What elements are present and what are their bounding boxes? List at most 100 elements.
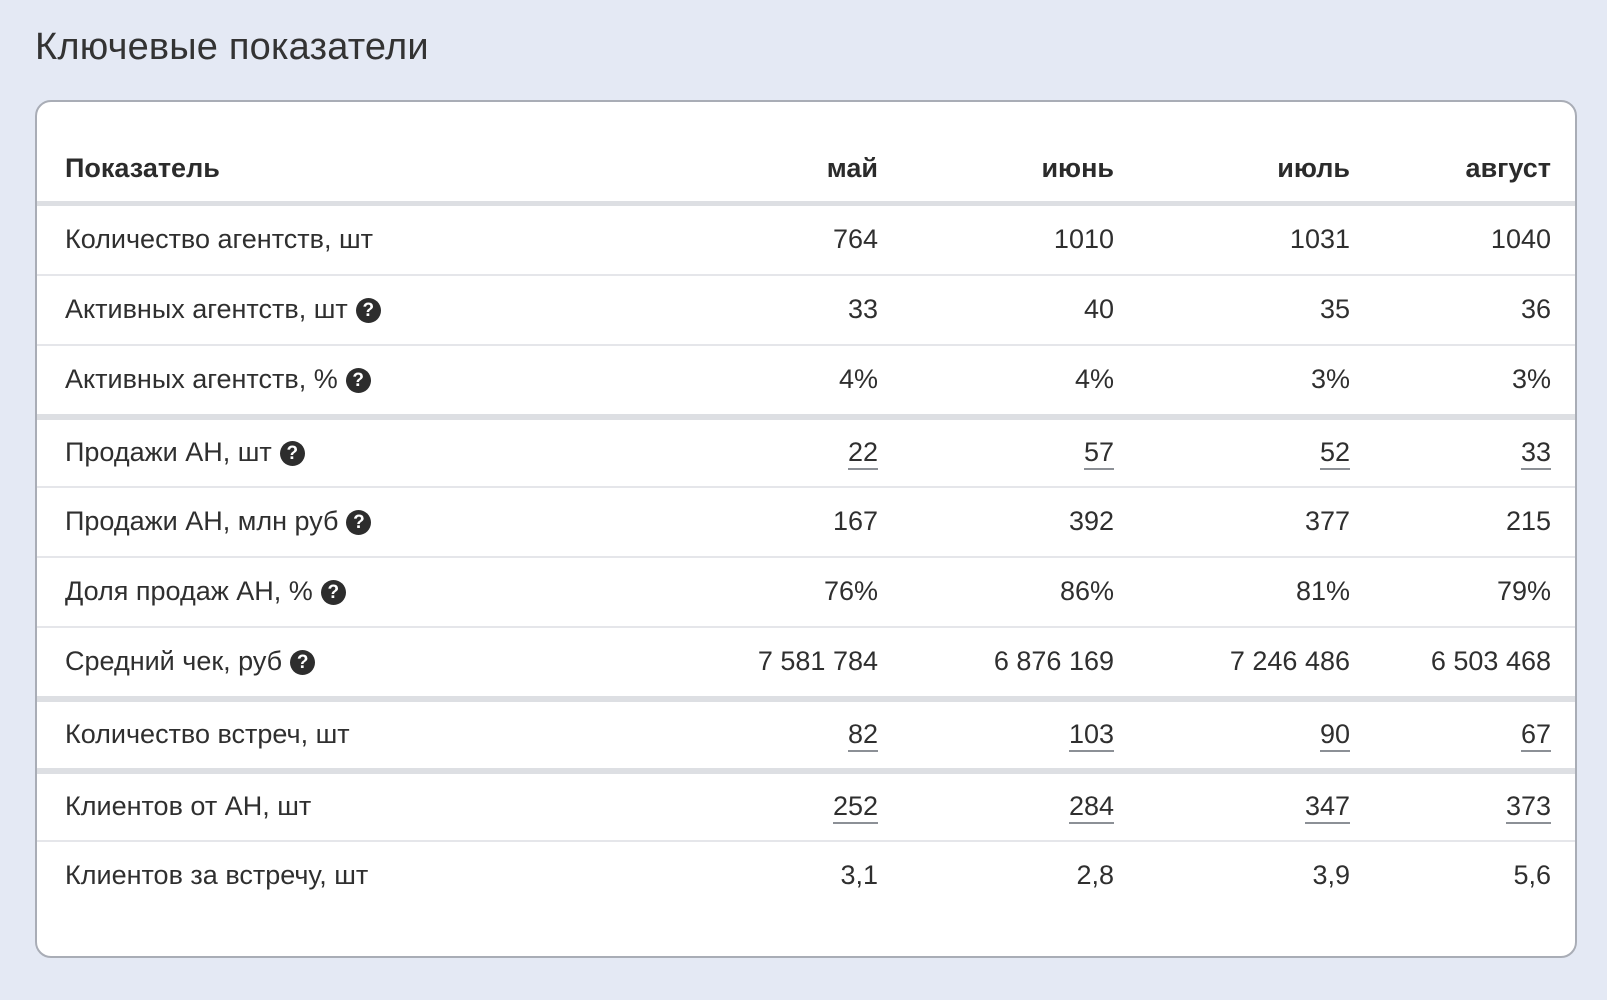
metric-name-cell: Продажи АН, млн руб? [37,485,642,557]
value-text: 79% [1496,576,1551,606]
header-may: май [642,102,878,206]
value-link[interactable]: 82 [847,719,878,752]
value-cell-august: 373 [1350,767,1575,841]
question-circle-icon[interactable]: ? [279,441,305,466]
header-june: июнь [878,102,1114,206]
table-row: Продажи АН, млн руб? 167 392 377 215 [37,485,1575,557]
metric-name-cell: Продажи АН, шт? [37,413,642,487]
value-cell-may: 764 [642,203,878,275]
question-circle-icon[interactable]: ? [345,368,371,393]
value-cell-august: 3% [1350,343,1575,417]
value-link[interactable]: 52 [1319,437,1350,470]
value-cell-august: 5,6 [1350,839,1575,910]
header-july: июль [1114,102,1350,206]
value-cell-july: 52 [1114,413,1350,487]
value-cell-may: 7 581 784 [642,625,878,699]
value-cell-june: 40 [878,273,1114,345]
value-link[interactable]: 90 [1319,719,1350,752]
value-cell-june: 57 [878,413,1114,487]
value-text: 35 [1319,294,1350,324]
metric-name-cell: Средний чек, руб? [37,625,642,699]
value-text: 167 [832,506,878,536]
question-circle-icon[interactable]: ? [355,298,381,323]
value-link[interactable]: 67 [1520,719,1551,752]
value-text: 2,8 [1076,860,1114,890]
table-row: Средний чек, руб? 7 581 784 6 876 169 7 246… [37,625,1575,699]
value-cell-june: 392 [878,485,1114,557]
value-link[interactable]: 103 [1068,719,1114,752]
value-text: 40 [1083,294,1114,324]
value-cell-may: 3,1 [642,839,878,910]
value-text: 76% [823,576,878,606]
value-text: 3,1 [840,860,878,890]
value-text: 7 581 784 [757,646,878,676]
value-cell-august: 1040 [1350,203,1575,275]
value-text: 33 [847,294,878,324]
metric-label: Активных агентств, шт [65,294,348,324]
value-cell-june: 284 [878,767,1114,841]
value-cell-may: 22 [642,413,878,487]
value-text: 36 [1520,294,1551,324]
table-row: Активных агентств, %? 4% 4% 3% 3% [37,343,1575,417]
value-cell-august: 79% [1350,555,1575,627]
value-cell-july: 347 [1114,767,1350,841]
value-link[interactable]: 33 [1520,437,1551,470]
value-cell-july: 90 [1114,695,1350,771]
table-row: Количество встреч, шт 82 103 90 67 [37,695,1575,771]
value-text: 1010 [1053,224,1114,254]
metric-label: Доля продаж АН, % [65,576,313,606]
value-cell-may: 4% [642,343,878,417]
value-text: 86% [1059,576,1114,606]
table-row: Активных агентств, шт? 33 40 35 36 [37,273,1575,345]
value-cell-may: 167 [642,485,878,557]
table-header-row: Показатель май июнь июль август [37,102,1575,206]
value-cell-august: 33 [1350,413,1575,487]
table-row: Клиентов от АН, шт 252 284 347 373 [37,767,1575,841]
value-cell-june: 4% [878,343,1114,417]
value-cell-may: 76% [642,555,878,627]
value-text: 1040 [1490,224,1551,254]
metric-name-cell: Количество встреч, шт [37,695,642,771]
value-link[interactable]: 284 [1068,791,1114,824]
question-circle-icon[interactable]: ? [290,650,316,675]
value-cell-july: 3% [1114,343,1350,417]
question-circle-icon[interactable]: ? [346,510,372,535]
value-cell-july: 377 [1114,485,1350,557]
value-link[interactable]: 57 [1083,437,1114,470]
value-cell-july: 35 [1114,273,1350,345]
value-link[interactable]: 373 [1505,791,1551,824]
question-circle-icon[interactable]: ? [320,580,346,605]
value-cell-july: 81% [1114,555,1350,627]
metric-label: Количество агентств, шт [65,224,373,254]
value-text: 1031 [1289,224,1350,254]
value-text: 6 876 169 [993,646,1114,676]
value-text: 4% [838,364,878,394]
metric-label: Количество встреч, шт [65,719,350,749]
value-text: 3% [1310,364,1350,394]
value-cell-july: 7 246 486 [1114,625,1350,699]
value-cell-may: 33 [642,273,878,345]
metric-name-cell: Клиентов за встречу, шт [37,839,642,910]
metric-label: Продажи АН, млн руб [65,506,339,536]
value-cell-may: 252 [642,767,878,841]
value-link[interactable]: 22 [847,437,878,470]
value-text: 764 [832,224,878,254]
metric-name-cell: Доля продаж АН, %? [37,555,642,627]
table-row: Доля продаж АН, %? 76% 86% 81% 79% [37,555,1575,627]
value-text: 392 [1068,506,1114,536]
value-text: 215 [1505,506,1551,536]
value-cell-july: 3,9 [1114,839,1350,910]
metric-label: Средний чек, руб [65,646,283,676]
value-cell-august: 67 [1350,695,1575,771]
value-cell-august: 6 503 468 [1350,625,1575,699]
value-cell-august: 36 [1350,273,1575,345]
value-text: 3% [1511,364,1551,394]
value-cell-june: 6 876 169 [878,625,1114,699]
metric-name-cell: Активных агентств, %? [37,343,642,417]
value-link[interactable]: 252 [832,791,878,824]
page-title: Ключевые показатели [35,26,429,68]
key-metrics-table: Показатель май июнь июль август Количест… [37,102,1575,910]
value-text: 6 503 468 [1430,646,1551,676]
value-link[interactable]: 347 [1304,791,1350,824]
metric-name-cell: Клиентов от АН, шт [37,767,642,841]
